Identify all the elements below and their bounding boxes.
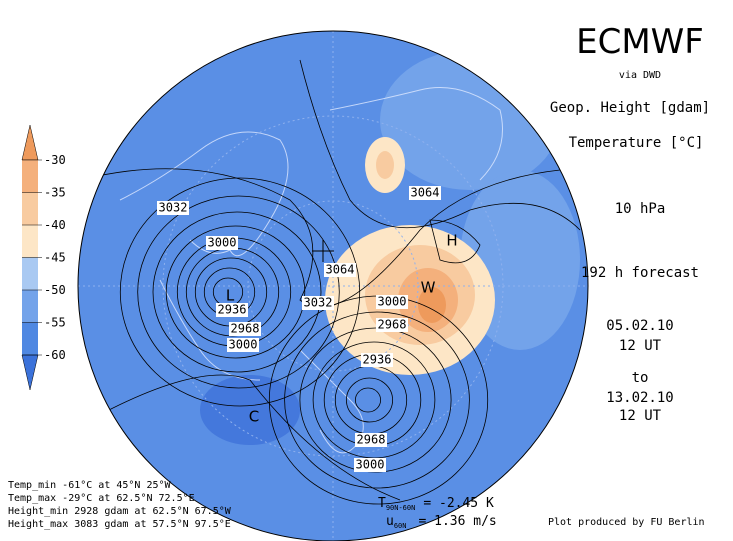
label-box	[361, 353, 393, 367]
colorbar-segment	[22, 225, 38, 258]
stat: Temp_max -29°C at 62.5°N 72.5°E	[8, 493, 195, 504]
label-box	[302, 296, 334, 310]
contour-label: 3000	[356, 458, 385, 472]
forecast: 192 h forecast	[581, 265, 699, 281]
contour	[299, 59, 581, 231]
label-box	[157, 201, 189, 215]
colorbar-segment	[22, 192, 38, 225]
center-label: L	[226, 287, 235, 305]
symbol: u	[386, 514, 394, 529]
colorbar-label: -60	[44, 348, 66, 362]
variable: Temperature [°C]	[569, 135, 704, 151]
subscript: 90N-60N	[386, 504, 416, 512]
mean-temp: T90N-60N = -2.45 K	[378, 496, 494, 512]
contour	[429, 219, 481, 264]
to: to	[632, 370, 649, 386]
subscript: 60N	[394, 522, 407, 530]
colorbar-label: -40	[44, 218, 66, 232]
label-box	[376, 318, 408, 332]
contour-labels: 3032 3000 2936 2968 3000 3064 3064 3032 3000 2968…	[157, 186, 441, 472]
center-label: C	[249, 408, 259, 426]
contour	[89, 374, 401, 501]
polar-map	[78, 31, 588, 541]
contour-label: 3032	[159, 201, 188, 215]
colorbar-label: -30	[44, 153, 66, 167]
label-box	[354, 458, 386, 472]
title: ECMWF	[576, 22, 704, 62]
colorbar-segment	[22, 290, 38, 323]
graticule	[78, 31, 588, 541]
temperature-area	[200, 375, 300, 445]
contour-label: 2936	[218, 303, 247, 317]
contour-label: 3064	[326, 263, 355, 277]
center-label: W	[421, 279, 436, 297]
colorbar-label: -55	[44, 316, 66, 330]
variable: Geop. Height [gdam]	[550, 100, 710, 116]
contour-label: 2968	[231, 322, 260, 336]
temperature-area	[418, 287, 446, 323]
map-border	[77, 30, 589, 541]
level: 10 hPa	[615, 201, 666, 217]
label-box	[409, 186, 441, 200]
label-box	[206, 236, 238, 250]
contour	[79, 168, 561, 308]
value: = -2.45 K	[423, 496, 494, 511]
contour-label: 2968	[378, 318, 407, 332]
start-time: 12 UT	[619, 338, 662, 354]
value: = 1.36 m/s	[418, 514, 496, 529]
contour	[284, 311, 470, 489]
contour-label: 3000	[229, 338, 258, 352]
contour-label: 3000	[208, 236, 237, 250]
contour	[165, 225, 306, 359]
colorbar-cap	[21, 354, 39, 391]
colorbar-segment	[22, 322, 38, 355]
colorbar-label: -35	[44, 186, 66, 200]
label-box	[227, 338, 259, 352]
mean-wind: u60N = 1.36 m/s	[386, 514, 497, 530]
stat: Temp_min -61°C at 45°N 25°W	[8, 480, 172, 491]
contour-label: 2936	[363, 353, 392, 367]
stat: Height_max 3083 gdam at 57.5°N 97.5°E	[8, 519, 231, 530]
symbol: T	[378, 496, 386, 511]
colorbar-segment	[22, 160, 38, 193]
contour	[345, 377, 393, 423]
colorbar-label: -50	[44, 283, 66, 297]
label-box	[376, 295, 408, 309]
contour-label: 3032	[304, 296, 333, 310]
label-box	[355, 433, 387, 447]
contour-label: 3000	[378, 295, 407, 309]
contour-label: 3064	[411, 186, 440, 200]
contour	[119, 177, 361, 407]
contour-label: 2968	[357, 433, 386, 447]
stat: Height_min 2928 gdam at 62.5°N 67.5°W	[8, 506, 232, 517]
start-date: 05.02.10	[606, 318, 673, 334]
label-box	[324, 263, 356, 277]
end-time: 12 UT	[619, 408, 662, 424]
label-box	[216, 303, 248, 317]
colorbar-segment	[22, 257, 38, 290]
center-label: H	[446, 232, 457, 250]
coastlines	[119, 87, 503, 454]
contour	[152, 211, 322, 373]
colorbar-label: -45	[44, 251, 66, 265]
contour	[354, 387, 381, 413]
credit: Plot produced by FU Berlin	[548, 517, 705, 528]
end-date: 13.02.10	[606, 390, 673, 406]
temperature-area	[376, 151, 394, 179]
contour	[137, 195, 340, 389]
source: via DWD	[619, 70, 661, 81]
label-box	[229, 322, 261, 336]
colorbar-cap	[21, 124, 39, 161]
colorbar: -30 -35 -40 -45 -50 -55 -60	[21, 124, 66, 391]
pressure-centers: L C W H	[226, 232, 458, 426]
